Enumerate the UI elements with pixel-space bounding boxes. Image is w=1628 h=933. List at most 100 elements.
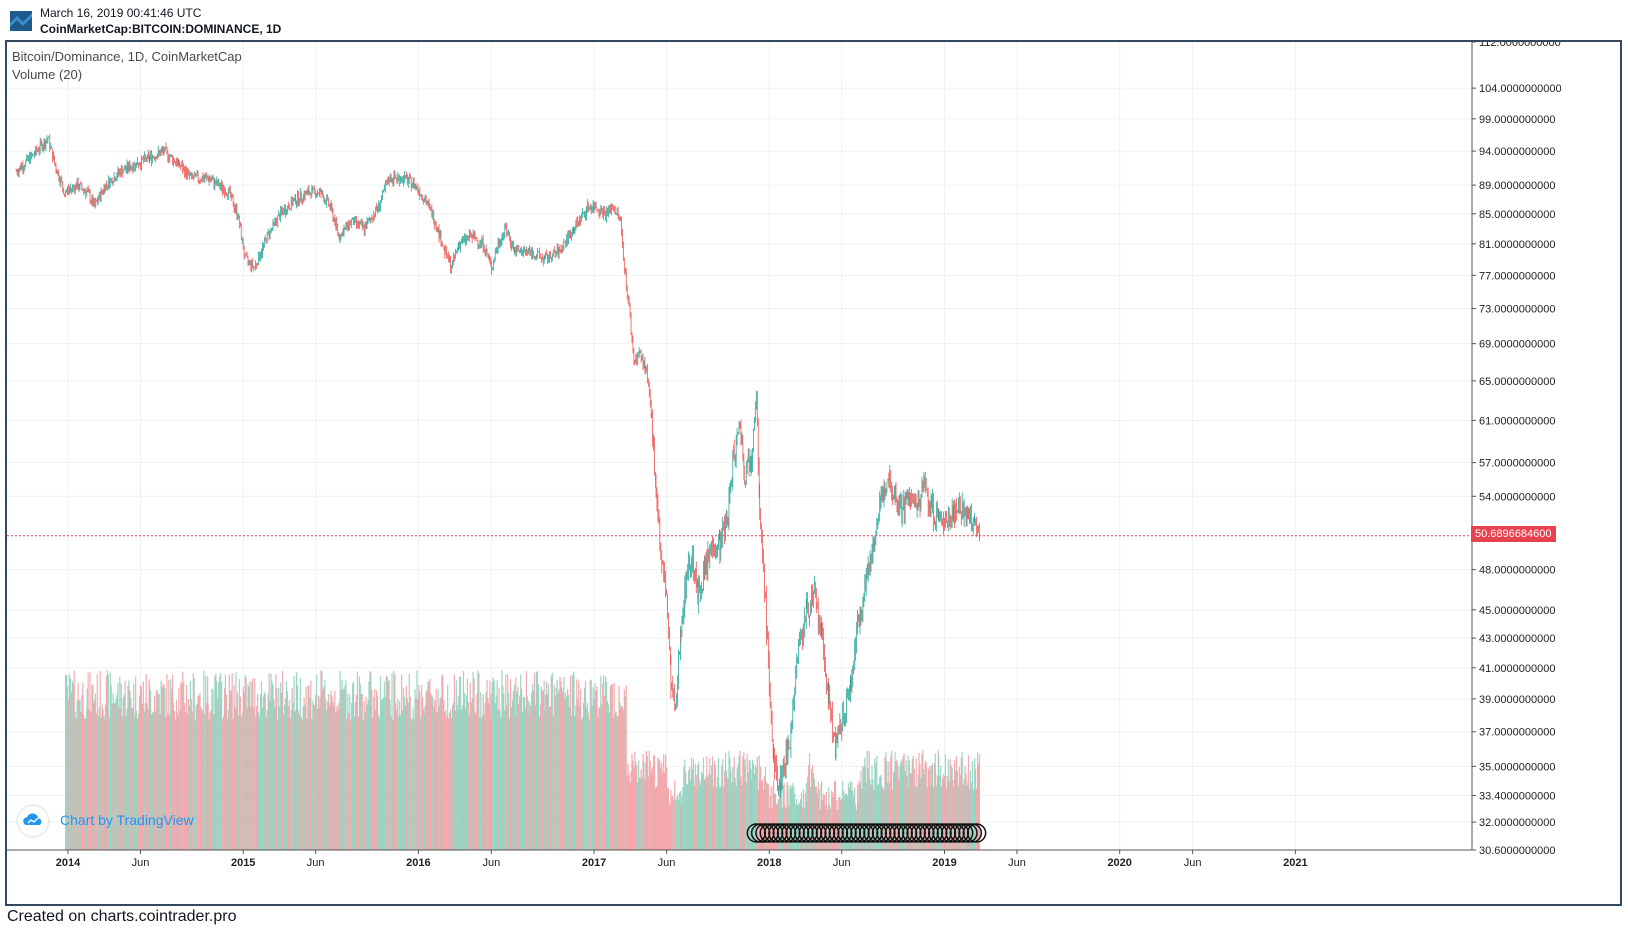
volume-bar (126, 708, 128, 850)
volume-bar (221, 681, 223, 850)
volume-bar (879, 776, 881, 850)
volume-bar (614, 712, 616, 850)
volume-bar (469, 682, 471, 850)
volume-bar (69, 678, 71, 850)
event-marker[interactable] (966, 823, 987, 843)
volume-bar (91, 684, 93, 850)
volume-bar (507, 674, 509, 850)
volume-bar (271, 681, 273, 850)
volume-bar (166, 674, 168, 850)
volume-bar (685, 771, 687, 850)
volume-bar (866, 750, 868, 850)
volume-bar (818, 788, 820, 850)
volume-bar (450, 717, 453, 850)
volume-bar (77, 683, 79, 850)
volume-bar (724, 770, 726, 850)
volume-bar (415, 698, 417, 850)
volume-bar (175, 699, 178, 850)
volume-bar (719, 785, 721, 850)
volume-bar (387, 680, 389, 850)
x-axis: 2014 Jun 2015 Jun 2016 Jun 2017 Jun 2018 Jun 2019 J… (7, 849, 1472, 869)
volume-bar (665, 754, 667, 850)
volume-bar (247, 684, 249, 850)
volume-bar (237, 715, 239, 850)
volume-bar (599, 708, 601, 850)
volume-bar (378, 718, 381, 850)
volume-bar (419, 691, 421, 850)
volume-bar (933, 763, 935, 850)
volume-bar (498, 687, 500, 850)
volume-bar (490, 693, 492, 850)
volume-bar (488, 703, 490, 850)
volume-bar (268, 673, 270, 850)
volume-bar (404, 705, 407, 850)
chart-header: March 16, 2019 00:41:46 UTC CoinMarketCa… (0, 0, 1628, 40)
volume-bar (924, 760, 926, 850)
volume-bar (793, 786, 795, 850)
volume-bar (531, 692, 533, 850)
volume-bar (817, 782, 819, 850)
volume-bar (596, 686, 598, 850)
volume-bar (340, 689, 342, 850)
volume-bar (931, 763, 934, 850)
timestamp: March 16, 2019 00:41:46 UTC (40, 6, 202, 20)
volume-bar (587, 712, 589, 850)
event-marker[interactable] (953, 823, 974, 843)
volume-bar (391, 673, 393, 850)
volume-bar (606, 701, 609, 850)
volume-bar (339, 670, 341, 850)
volume-bar (906, 776, 908, 850)
volume-bar (965, 773, 967, 850)
volume-bar (582, 702, 585, 850)
volume-bar (728, 751, 730, 850)
volume-bar (553, 685, 555, 850)
event-markers[interactable] (746, 823, 987, 843)
price-chart[interactable]: 112.0000000000 104.0000000000 99.000000000… (7, 42, 1621, 904)
volume-bar (657, 757, 659, 850)
volume-bar (197, 695, 199, 850)
volume-bar (462, 671, 465, 850)
volume-bar (399, 701, 401, 850)
volume-bar (726, 776, 728, 850)
volume-bar (321, 670, 323, 850)
last-price-label: 50.6896684600 (1471, 526, 1556, 542)
volume-bar (451, 705, 454, 850)
footer-credit: Created on charts.cointrader.pro (7, 908, 237, 925)
tradingview-badge[interactable]: Chart by TradingView (18, 806, 208, 836)
volume-bar (485, 692, 487, 850)
volume-bar (515, 677, 517, 850)
volume-bar (824, 805, 827, 850)
volume-bar (693, 785, 695, 850)
volume-bar (81, 694, 83, 850)
event-marker[interactable] (962, 823, 983, 843)
volume-bar (631, 753, 633, 850)
volume-bar (831, 790, 833, 850)
volume-bar (786, 782, 788, 850)
volume-bar (496, 680, 498, 850)
volume-bar (337, 710, 339, 850)
volume-bar (623, 689, 625, 850)
volume-bar (302, 706, 304, 850)
volume-bar (923, 774, 925, 850)
volume-bar (293, 676, 295, 850)
volume-bar (408, 673, 410, 850)
event-marker[interactable] (958, 823, 978, 843)
volume-bar (220, 673, 222, 850)
volume-bar (897, 765, 899, 850)
volume-bar (346, 719, 348, 850)
volume-bar (769, 796, 771, 850)
volume-bar (713, 786, 715, 850)
volume-bar (714, 765, 717, 850)
volume-bar (639, 778, 641, 850)
volume-bar (569, 706, 571, 850)
volume-bar (478, 672, 480, 850)
volume-bar (425, 691, 427, 850)
volume-bar (320, 670, 322, 850)
volume-bar (165, 717, 167, 850)
volume-bar (80, 711, 82, 850)
volume-bar (70, 692, 72, 850)
volume-bar (373, 697, 375, 850)
volume-bar (835, 809, 837, 850)
volume-bar (132, 707, 134, 850)
volume-bar (951, 767, 953, 850)
